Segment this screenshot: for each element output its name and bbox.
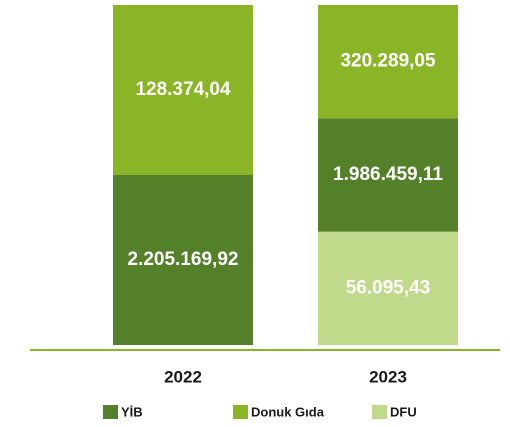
legend-label: YİB <box>121 404 143 419</box>
legend-label: DFU <box>390 404 417 419</box>
legend-label: Donuk Gıda <box>251 404 325 419</box>
legend-swatch <box>103 405 118 419</box>
bar-segment <box>113 175 253 345</box>
legend-swatch <box>372 405 387 419</box>
legend-swatch <box>233 405 248 419</box>
value-label: 1.986.459,11 <box>333 164 443 185</box>
bar-segment <box>318 118 458 232</box>
bar-segment <box>113 5 253 175</box>
value-label: 320.289,05 <box>340 51 436 72</box>
value-label: 128.374,04 <box>135 79 231 100</box>
value-label: 2.205.169,92 <box>128 249 239 270</box>
x-tick-label: 2023 <box>369 367 407 386</box>
bar-segment <box>318 5 458 119</box>
value-label: 56.095,43 <box>346 277 431 298</box>
bar-segment <box>318 231 458 345</box>
x-tick-label: 2022 <box>164 367 202 386</box>
